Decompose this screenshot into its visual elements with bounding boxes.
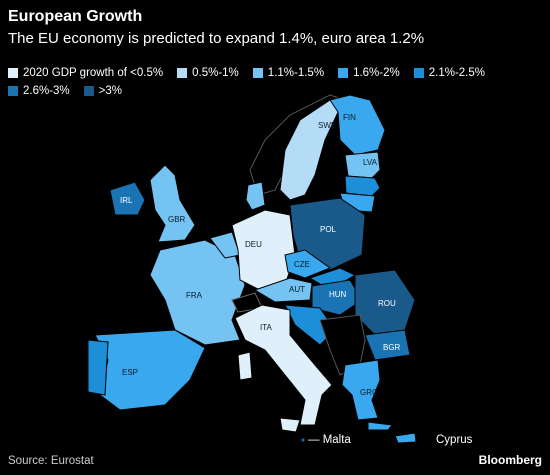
label-bgr: BGR [383,343,401,352]
label-irl: IRL [120,196,133,205]
legend-item: 0.5%-1% [177,67,239,79]
label-rou: ROU [378,299,396,308]
legend-item: 1.6%-2% [338,67,400,79]
label-grc: GRC [360,388,378,397]
country-cze [284,249,332,279]
legend-item: >3% [83,85,122,97]
label-aut: AUT [289,285,305,294]
country-hun [311,279,363,316]
country-grc [341,359,381,421]
legend-item: 2.6%-3% [8,85,70,97]
annotation-cyprus: Cyprus [436,434,473,446]
label-cze: CZE [294,260,310,269]
legend-item: 2.1%-2.5% [413,67,485,79]
legend-item: 1.1%-1.5% [252,67,324,79]
country-gbr [149,164,196,243]
label-lva: LVA [363,158,378,167]
brand-logo: Bloomberg [478,453,542,467]
legend-item: 2020 GDP growth of <0.5% [8,67,163,79]
chart-title: European Growth [8,8,143,25]
country-lva [344,175,381,197]
label-pol: POL [320,225,337,234]
country-swe [279,99,341,201]
country-irl [109,181,146,216]
country-deu [231,209,296,291]
country-pol [289,197,366,271]
label-esp: ESP [122,368,138,377]
label-fin: FIN [343,113,356,122]
annotation-malta: — Malta [308,434,351,446]
label-swe: SWE [318,121,336,130]
label-fra: FRA [186,291,203,300]
label-hun: HUN [329,290,347,299]
country-bgr [364,329,411,361]
label-deu: DEU [245,240,262,249]
country-fin [329,94,386,156]
legend: 2020 GDP growth of <0.5% 0.5%-1% 1.1%-1.… [8,67,528,103]
label-gbr: GBR [168,215,186,224]
source-note: Source: Eurostat [8,455,94,467]
chart-subtitle: The EU economy is predicted to expand 1.… [8,30,425,47]
country-ita [234,304,333,426]
country-aut [253,277,313,303]
country-esp [94,329,206,411]
label-ita: ITA [260,323,273,332]
